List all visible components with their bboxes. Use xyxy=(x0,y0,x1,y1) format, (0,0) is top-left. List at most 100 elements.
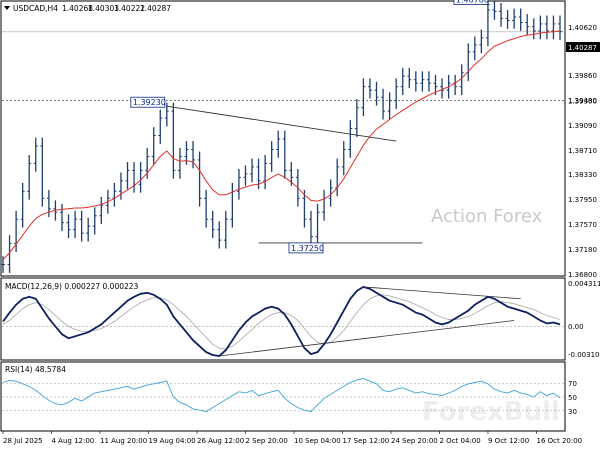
price-bar xyxy=(485,1,490,47)
time-tick-label: 10 Sep 04:00 xyxy=(294,437,341,445)
macd-upper-trend-line xyxy=(363,286,521,300)
price-bar xyxy=(466,43,471,82)
price-bar xyxy=(263,155,268,190)
price-bar xyxy=(335,158,340,197)
macd-line xyxy=(2,285,561,357)
rsi-axis: 70 50 30 xyxy=(568,380,577,416)
price-bar xyxy=(204,189,209,228)
price-plot: 1.39300 1.40780 1.39230 1.37250 xyxy=(1,0,597,273)
time-axis: 28 Jul 2025 4 Aug 12:00 11 Aug 20:00 19 Aug… xyxy=(2,431,583,445)
watermark-forexbull: ForexBull xyxy=(422,397,560,427)
ohlc-close: 1.40287 xyxy=(140,4,171,13)
price-bar xyxy=(492,1,497,20)
time-tick-label: 2 Sep 20:00 xyxy=(246,437,288,445)
price-bar xyxy=(33,137,38,172)
level-box-frame xyxy=(130,96,166,108)
rsi-tick-30: 30 xyxy=(568,408,577,416)
current-price-label: 1.40287 xyxy=(568,44,597,52)
price-bar xyxy=(544,15,549,40)
price-bar xyxy=(479,29,484,54)
price-bar xyxy=(328,179,333,207)
level-box-label: 1.39230 xyxy=(133,98,166,107)
price-bar xyxy=(177,148,182,179)
price-bar xyxy=(269,141,274,172)
macd-label: MACD(12,26,9) 0.000227 0.000223 xyxy=(5,282,139,291)
ohlc-high: 1.40303 xyxy=(88,4,119,13)
price-bar xyxy=(354,99,359,137)
price-bar xyxy=(236,168,241,200)
price-bar xyxy=(394,78,399,110)
price-bar xyxy=(276,130,281,158)
macd-plot xyxy=(2,285,565,357)
price-bar xyxy=(433,74,438,96)
price-bar xyxy=(151,127,156,165)
price-bar xyxy=(125,162,130,190)
time-tick-label: 17 Sep 12:00 xyxy=(343,437,390,445)
current-price-badge xyxy=(566,42,600,52)
price-bar xyxy=(558,15,562,40)
rsi-panel-frame xyxy=(0,361,566,432)
ohlc-low: 1.40222 xyxy=(114,4,145,13)
rsi-tick-50: 50 xyxy=(568,394,577,402)
chart-header: USDCAD,H4 1.40268 1.40303 1.40222 1.4028… xyxy=(4,4,171,13)
time-tick-label: 16 Oct 20:00 xyxy=(537,437,583,445)
price-bar xyxy=(7,235,12,273)
price-bar xyxy=(315,203,320,246)
price-bar xyxy=(499,3,504,27)
level-box-label: 1.40780 xyxy=(456,0,489,4)
price-bar xyxy=(400,67,405,96)
price-bar xyxy=(118,172,123,200)
price-tick-8: 1.37570 xyxy=(568,221,597,229)
price-bar xyxy=(505,9,510,29)
price-tick-5: 1.38710 xyxy=(568,147,597,155)
price-tick-6: 1.38330 xyxy=(568,171,597,179)
price-bar xyxy=(381,88,386,120)
price-bar xyxy=(27,155,32,200)
price-bar xyxy=(138,162,143,193)
price-bar xyxy=(387,92,392,120)
price-tick-0: 1.40620 xyxy=(568,24,597,32)
price-bar xyxy=(413,71,418,92)
macd-panel-frame xyxy=(0,277,566,361)
price-panel-frame xyxy=(0,0,566,277)
price-tick-10: 1.36800 xyxy=(568,271,597,279)
price-bar xyxy=(420,71,425,92)
price-tick-2: 1.39860 xyxy=(568,72,597,80)
time-tick-label: 24 Sep 20:00 xyxy=(391,437,438,445)
price-bar xyxy=(164,102,169,127)
price-bar xyxy=(132,162,137,193)
price-bar xyxy=(512,8,517,29)
macd-tick-0: 0.004311 xyxy=(568,280,600,288)
price-bar xyxy=(59,203,64,232)
level-box-frame xyxy=(288,242,324,254)
price-bar xyxy=(112,182,117,207)
moving-average-line xyxy=(2,30,561,261)
price-bar xyxy=(217,221,222,249)
price-bar xyxy=(472,36,477,61)
price-bar xyxy=(250,158,255,183)
price-bar xyxy=(210,210,215,239)
time-tick-label: 19 Aug 04:00 xyxy=(149,437,196,445)
price-bar xyxy=(223,210,228,249)
time-tick-label: 28 Jul 2025 xyxy=(3,437,43,445)
time-tick-label: 4 Aug 12:00 xyxy=(52,437,95,445)
price-bar xyxy=(453,74,458,96)
price-bar xyxy=(40,137,45,207)
ohlc-open: 1.40268 xyxy=(62,4,93,13)
price-tick-3: 1.39480 xyxy=(568,97,597,105)
price-bar xyxy=(191,141,196,169)
dropdown-triangle-icon[interactable] xyxy=(4,6,10,10)
price-bar xyxy=(14,210,19,252)
price-bar xyxy=(361,78,366,116)
level-box-1-39230: 1.39230 xyxy=(130,96,166,108)
rsi-plot xyxy=(2,378,565,412)
level-box-1-37250: 1.37250 xyxy=(288,242,324,254)
price-bar xyxy=(322,189,327,221)
level-box-frame xyxy=(453,0,489,5)
price-bar xyxy=(302,189,307,228)
price-bar xyxy=(525,14,530,36)
macd-lower-trend-line xyxy=(219,320,515,357)
price-bar xyxy=(1,256,5,273)
level-box-label: 1.37250 xyxy=(291,244,324,253)
